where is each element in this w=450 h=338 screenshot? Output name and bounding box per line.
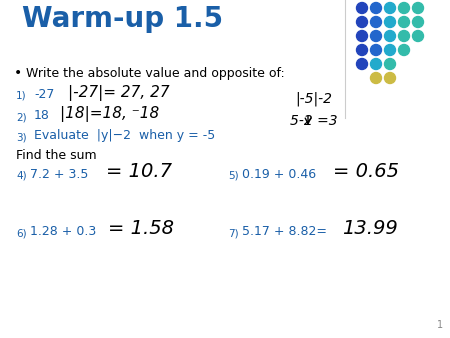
Text: 1: 1 [437,320,443,330]
Circle shape [370,72,382,83]
Text: = 10.7: = 10.7 [106,162,172,181]
Circle shape [370,58,382,70]
Circle shape [384,30,396,42]
Text: |18|=18, ⁻18: |18|=18, ⁻18 [60,106,159,122]
Text: 5-2 =3: 5-2 =3 [290,114,338,128]
Circle shape [399,2,410,14]
Circle shape [384,2,396,14]
Circle shape [356,30,368,42]
Circle shape [370,30,382,42]
Text: 0.19 + 0.46: 0.19 + 0.46 [242,168,316,181]
Circle shape [413,2,423,14]
Text: 5): 5) [228,171,238,181]
Text: 7.2 + 3.5: 7.2 + 3.5 [30,168,88,181]
Text: 1.28 + 0.3: 1.28 + 0.3 [30,225,96,238]
Text: Evaluate  |y|−2  when y = -5: Evaluate |y|−2 when y = -5 [34,129,215,142]
Circle shape [384,45,396,55]
Text: •: • [14,66,22,80]
Circle shape [356,17,368,27]
Circle shape [356,58,368,70]
Text: Write the absolute value and opposite of:: Write the absolute value and opposite of… [26,67,285,80]
Text: 4): 4) [16,171,27,181]
Circle shape [399,45,410,55]
Circle shape [413,17,423,27]
Circle shape [384,72,396,83]
Text: -27: -27 [34,88,54,101]
Circle shape [356,2,368,14]
Circle shape [413,30,423,42]
Text: 3): 3) [16,132,27,142]
Text: |-27|= 27, 27: |-27|= 27, 27 [68,85,170,101]
Text: 18: 18 [34,109,50,122]
Circle shape [356,45,368,55]
Text: |-5|-2: |-5|-2 [295,92,332,106]
Circle shape [370,2,382,14]
Text: 5.17 + 8.82=: 5.17 + 8.82= [242,225,327,238]
Text: = 1.58: = 1.58 [108,219,174,238]
Circle shape [399,17,410,27]
Text: 2): 2) [16,112,27,122]
Circle shape [399,30,410,42]
Text: 7): 7) [228,228,238,238]
Text: Find the sum: Find the sum [16,149,97,162]
Text: 13.99: 13.99 [342,219,398,238]
Text: = 0.65: = 0.65 [333,162,399,181]
Circle shape [370,45,382,55]
Text: 6): 6) [16,228,27,238]
Text: Warm-up 1.5: Warm-up 1.5 [22,5,223,33]
Circle shape [384,58,396,70]
Circle shape [370,17,382,27]
Circle shape [384,17,396,27]
Text: 1): 1) [16,91,27,101]
